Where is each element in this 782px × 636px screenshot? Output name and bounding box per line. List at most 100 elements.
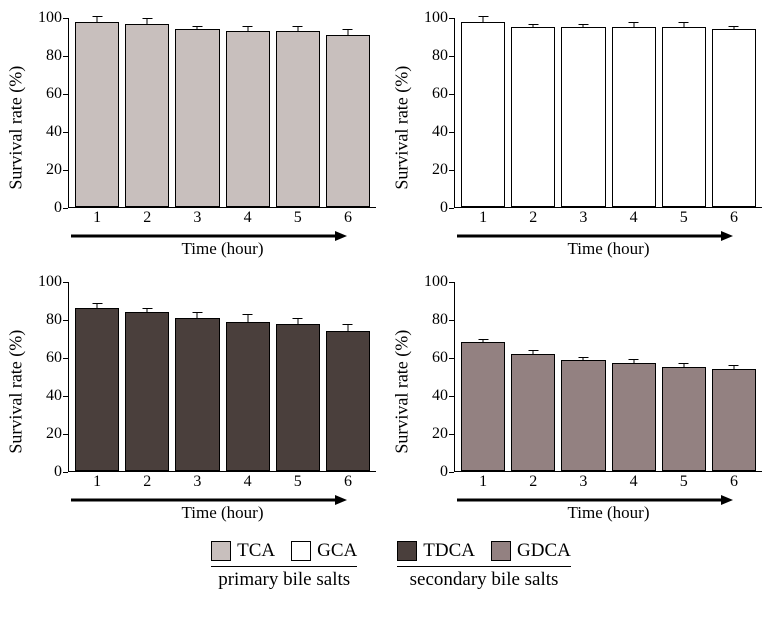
bar-rect [175,29,219,207]
bar [461,282,505,471]
chart-panel-tdca: Survival rate (%)020406080100123456 Time… [20,274,376,522]
x-axis-label: Time (hour) [69,503,376,523]
bar-rect [612,27,656,207]
y-tick-label: 100 [38,9,62,27]
legend-group: TDCAGDCA secondary bile salts [397,540,571,591]
bar-rect [662,27,706,207]
x-tick-label: 5 [276,471,320,491]
y-tick-label: 20 [432,425,448,443]
y-tick-label: 60 [46,85,62,103]
bar-rect [125,24,169,207]
x-tick-label: 1 [75,207,119,227]
bar-rect [276,324,320,471]
x-tick-labels: 123456 [455,471,762,491]
bar-rect [276,31,320,207]
bar [276,282,320,471]
bar [662,282,706,471]
bars-container [455,282,762,471]
bar [612,18,656,207]
x-tick-label: 1 [461,471,505,491]
x-tick-label: 2 [125,207,169,227]
chart-grid: Survival rate (%)020406080100123456 Time… [20,10,762,522]
bar-rect [712,29,756,207]
bar-rect [125,312,169,471]
bar-rect [511,354,555,471]
legend-item: GDCA [491,540,571,562]
x-tick-label: 2 [511,207,555,227]
bar [326,18,370,207]
legend-text: TCA [237,540,275,562]
y-axis: 020406080100 [406,274,454,522]
bar [175,282,219,471]
bar [461,18,505,207]
x-tick-label: 5 [276,207,320,227]
x-tick-labels: 123456 [455,207,762,227]
bar-rect [75,22,119,207]
x-axis-label: Time (hour) [455,503,762,523]
bar-rect [226,31,270,207]
x-axis-label: Time (hour) [455,239,762,259]
legend-group: TCAGCAprimary bile salts [211,540,357,591]
x-tick-label: 6 [712,207,756,227]
y-tick-label: 60 [46,349,62,367]
y-tick-label: 100 [424,273,448,291]
y-tick-label: 60 [432,85,448,103]
bar [511,282,555,471]
x-tick-label: 2 [125,471,169,491]
chart-panel-gca: Survival rate (%)020406080100123456 Time… [406,10,762,258]
y-axis: 020406080100 [20,10,68,258]
chart-panel-gdca: Survival rate (%)020406080100123456 Time… [406,274,762,522]
legend-text: GCA [317,540,357,562]
legend-items: TDCAGDCA [397,540,571,562]
x-tick-label: 5 [662,207,706,227]
y-tick-label: 100 [38,273,62,291]
plot-area: 123456 Time (hour) [454,282,762,472]
bar-rect [226,322,270,471]
bar-rect [662,367,706,471]
x-tick-label: 6 [326,207,370,227]
bar-rect [561,27,605,207]
y-tick-label: 0 [440,199,448,217]
bar-rect [326,35,370,207]
x-axis-label: Time (hour) [69,239,376,259]
legend-swatch [211,541,231,561]
x-tick-label: 3 [175,471,219,491]
y-tick-label: 0 [54,199,62,217]
legend-swatch [491,541,511,561]
y-tick-label: 100 [424,9,448,27]
bar-rect [75,308,119,471]
x-tick-label: 4 [226,471,270,491]
bar-rect [175,318,219,471]
bar-rect [712,369,756,471]
bar-rect [561,360,605,472]
bar [226,282,270,471]
y-tick-label: 80 [432,311,448,329]
y-tick-label: 20 [46,425,62,443]
legend-text: GDCA [517,540,571,562]
x-tick-label: 4 [226,207,270,227]
bar [662,18,706,207]
y-tick-label: 80 [46,47,62,65]
bar [75,18,119,207]
bars-container [69,18,376,207]
bar [75,282,119,471]
bars-container [455,18,762,207]
x-tick-label: 3 [561,207,605,227]
x-tick-label: 6 [326,471,370,491]
x-tick-label: 2 [511,471,555,491]
bar-rect [461,342,505,471]
legend-item: TCA [211,540,275,562]
bar [511,18,555,207]
bar [226,18,270,207]
y-tick-label: 40 [46,387,62,405]
x-tick-label: 5 [662,471,706,491]
legend-group-label: secondary bile salts [397,566,571,591]
bars-container [69,282,376,471]
x-tick-label: 1 [461,207,505,227]
plot-area: 123456 Time (hour) [454,18,762,208]
x-tick-label: 4 [612,471,656,491]
y-axis: 020406080100 [406,10,454,258]
y-tick-label: 0 [54,463,62,481]
bar [125,282,169,471]
bar [326,282,370,471]
